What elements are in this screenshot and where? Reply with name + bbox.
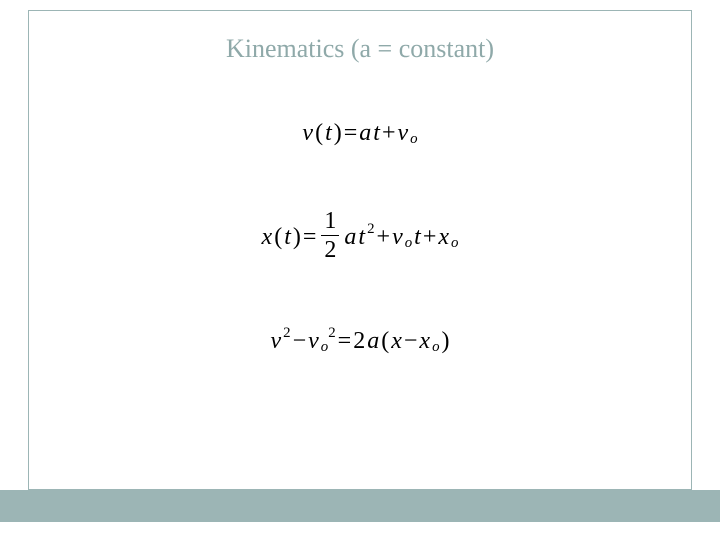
equations-block: v(t) = at + vo x(t) = 1 2 at2 + vot + xo…	[0, 120, 720, 355]
eq1-a: a	[359, 120, 371, 147]
eq3-sub-o2: o	[432, 339, 439, 356]
eq3-x: x	[391, 328, 402, 355]
eq2-fraction: 1 2	[321, 209, 339, 262]
eq3-minus: −	[293, 328, 307, 355]
eq3-paren-open: (	[381, 328, 389, 355]
eq3-two: 2	[353, 328, 365, 355]
equation-position: x(t) = 1 2 at2 + vot + xo	[262, 211, 459, 264]
eq1-paren-open: (	[315, 120, 323, 147]
eq2-t3: t	[414, 224, 421, 251]
eq2-sub-o1: o	[405, 235, 412, 252]
eq2-v: v	[392, 224, 403, 251]
eq3-v2: v	[308, 328, 319, 355]
eq2-sub-o2: o	[451, 235, 458, 252]
eq3-a: a	[367, 328, 379, 355]
eq2-paren-open: (	[274, 224, 282, 251]
eq3-equals: =	[338, 328, 352, 355]
eq3-minus2: −	[404, 328, 418, 355]
eq1-sub-o: o	[410, 131, 417, 148]
eq3-sup2b: 2	[328, 325, 335, 342]
eq3-sup2a: 2	[283, 325, 290, 342]
equation-velocity: v(t) = at + vo	[302, 120, 417, 147]
bottom-accent-bar	[0, 490, 720, 522]
eq1-plus: +	[382, 120, 396, 147]
eq1-paren-close: )	[334, 120, 342, 147]
eq2-sup2: 2	[367, 221, 374, 238]
eq1-t: t	[325, 120, 332, 147]
eq2-t2: t	[358, 224, 365, 251]
eq2-paren-close: )	[293, 224, 301, 251]
eq1-t2: t	[373, 120, 380, 147]
eq2-t: t	[284, 224, 291, 251]
eq2-frac-den: 2	[321, 236, 339, 262]
equation-timeless: v2 − vo2 = 2a(x − xo)	[270, 328, 449, 355]
eq1-equals: =	[344, 120, 358, 147]
eq2-plus1: +	[377, 224, 391, 251]
eq2-a: a	[344, 224, 356, 251]
eq2-x2: x	[438, 224, 449, 251]
eq2-equals: =	[303, 224, 317, 251]
eq2-x: x	[262, 224, 273, 251]
eq3-sub-o: o	[321, 339, 328, 356]
slide-title: Kinematics (a = constant)	[0, 34, 720, 64]
eq1-v2: v	[398, 120, 409, 147]
eq3-v1: v	[270, 328, 281, 355]
eq1-v: v	[302, 120, 313, 147]
eq3-x2: x	[419, 328, 430, 355]
eq2-plus2: +	[423, 224, 437, 251]
eq2-frac-num: 1	[321, 209, 339, 235]
eq3-paren-close: )	[442, 328, 450, 355]
